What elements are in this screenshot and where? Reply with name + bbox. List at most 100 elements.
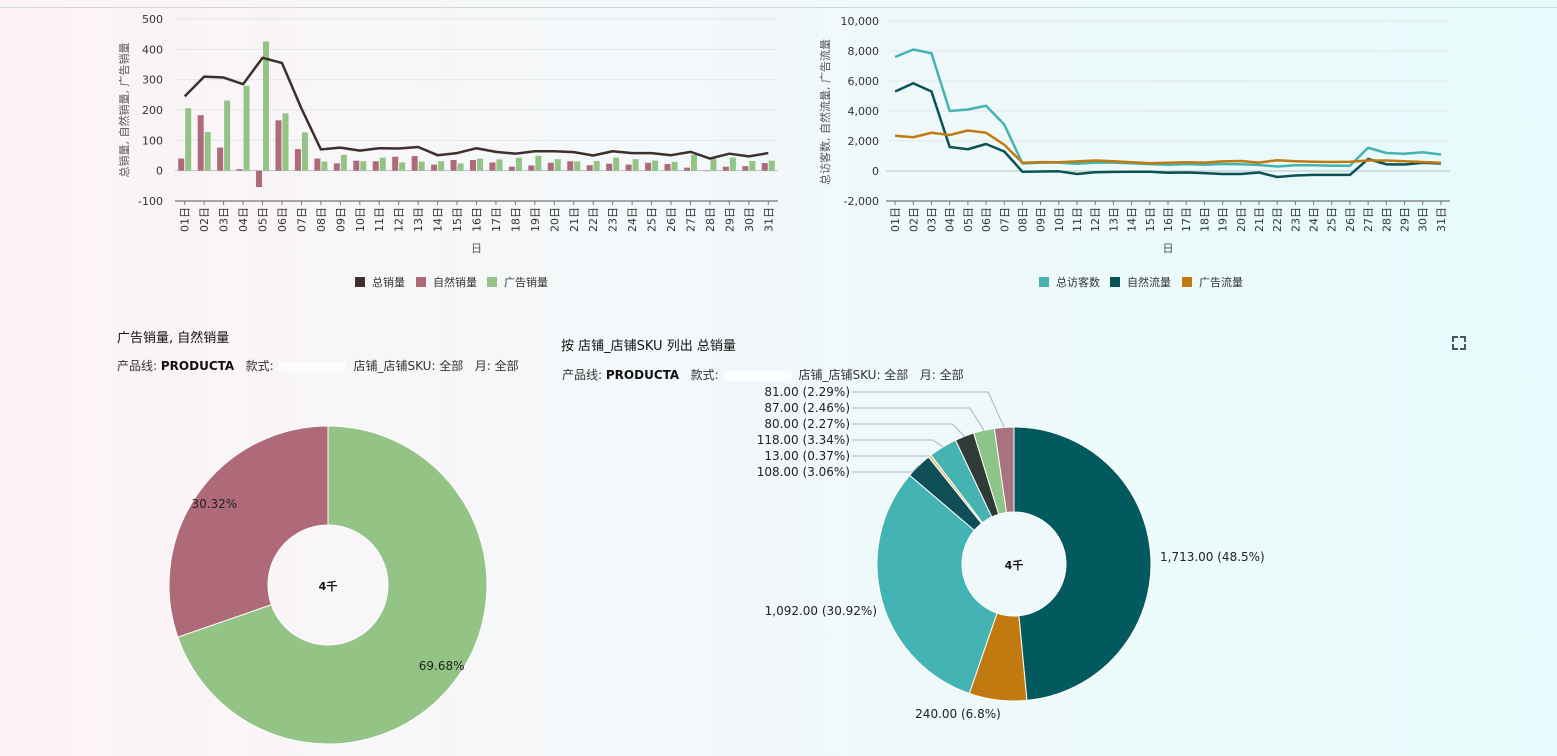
pie2-filters: 产品线: PRODUCTA 款式: 店铺_店铺SKU: 全部 月: 全部 [562, 368, 964, 382]
x-tick-label: 28日 [1380, 207, 1393, 232]
bar-自然销量 [761, 163, 768, 171]
bar-自然销量 [606, 163, 613, 171]
x-tick-label: 27日 [1362, 207, 1375, 232]
legend-label: 总访客数 [1056, 275, 1100, 289]
chart2-legend: 总访客数 自然流量 广告流量 [1039, 275, 1243, 289]
bar-广告销量 [768, 160, 775, 171]
bar-自然销量 [372, 161, 379, 171]
legend-swatch [487, 277, 497, 287]
bar-自然销量 [333, 163, 340, 171]
x-tick-label: 04日 [944, 207, 957, 232]
bar-广告销量 [379, 157, 386, 171]
x-tick-label: 08日 [315, 207, 328, 232]
y-tick-label: 100 [142, 134, 163, 147]
bar-自然销量 [314, 158, 321, 171]
line-自然流量 [894, 82, 1441, 179]
x-tick-label: 22日 [587, 207, 600, 232]
legend-swatch [416, 277, 426, 287]
x-tick-label: 14日 [1126, 207, 1139, 232]
bar-自然销量 [470, 160, 476, 171]
x-tick-label: 14日 [432, 207, 445, 232]
bar-自然销量 [645, 162, 652, 171]
bar-广告销量 [593, 160, 600, 171]
pie2-slice-label: 240.00 (6.8%) [915, 707, 1001, 721]
x-tick-label: 23日 [1289, 207, 1302, 232]
pie1-center-label: 4千 [319, 579, 338, 593]
bar-广告销量 [438, 161, 445, 171]
y-tick-label: 2,000 [848, 135, 880, 148]
x-tick-label: 16日 [1162, 207, 1175, 232]
x-tick-label: 31日 [1435, 207, 1448, 232]
x-tick-label: 26日 [665, 207, 678, 232]
legend-label: 总销量 [372, 275, 405, 289]
bar-广告销量 [515, 157, 522, 171]
bar-广告销量 [729, 157, 736, 171]
x-tick-label: 05日 [257, 207, 270, 232]
bar-自然销量 [411, 156, 418, 171]
bar-自然销量 [431, 164, 438, 171]
pie2-leader-line [852, 439, 944, 448]
bar-广告销量 [301, 132, 308, 171]
bar-广告销量 [204, 132, 211, 171]
x-tick-label: 13日 [412, 207, 425, 232]
bar-广告销量 [671, 161, 678, 171]
x-tick-label: 03日 [218, 207, 231, 232]
x-tick-label: 15日 [1144, 207, 1157, 232]
x-tick-label: 10日 [1053, 207, 1066, 232]
chart2-group: 10,000 8,000 6,000 4,000 2,000 0 -2,000 01日 02日 0… [818, 15, 1450, 289]
bar-自然销量 [567, 161, 574, 171]
line-广告流量 [894, 129, 1441, 165]
legend-label: 广告销量 [504, 275, 548, 289]
pie2-leader-line [852, 465, 919, 473]
bar-自然销量 [178, 158, 185, 171]
x-axis-title: 日 [471, 242, 482, 255]
y-tick-label: 200 [142, 104, 163, 117]
x-tick-label: 25日 [1326, 207, 1339, 232]
x-tick-label: 21日 [568, 207, 581, 232]
y-axis-title: 总销量, 自然销量, 广告销量 [117, 43, 131, 178]
x-tick-label: 06日 [980, 207, 993, 232]
bar-自然销量 [703, 170, 710, 172]
x-tick-label: 12日 [393, 207, 406, 232]
x-tick-label: 23日 [607, 207, 620, 232]
legend-swatch [355, 277, 365, 287]
bar-自然销量 [625, 164, 632, 171]
x-tick-label: 10日 [354, 207, 367, 232]
x-tick-label: 12日 [1089, 207, 1102, 232]
bar-广告销量 [360, 161, 367, 171]
x-tick-label: 18日 [1198, 207, 1211, 232]
pie2-slice-label: 81.00 (2.29%) [764, 385, 850, 399]
bar-广告销量 [535, 155, 542, 171]
pie2-slice-label: 1,092.00 (30.92%) [765, 604, 877, 618]
bar-自然销量 [392, 156, 399, 171]
x-tick-label: 25日 [646, 207, 659, 232]
x-tick-label: 21日 [1253, 207, 1266, 232]
expand-icon[interactable] [1452, 336, 1466, 350]
x-tick-label: 06日 [276, 207, 289, 232]
x-tick-label: 31日 [762, 207, 775, 232]
y-tick-label: 300 [142, 74, 163, 87]
x-tick-label: 05日 [962, 207, 975, 232]
x-tick-label: 09日 [334, 207, 347, 232]
y-tick-label: 8,000 [848, 45, 880, 58]
y-tick-label: 0 [156, 165, 163, 178]
redacted-block [722, 370, 791, 381]
bar-自然销量 [722, 166, 729, 171]
pie2-slice-label: 87.00 (2.46%) [764, 401, 850, 415]
bar-自然销量 [742, 166, 749, 171]
bar-广告销量 [554, 159, 561, 171]
bar-广告销量 [321, 161, 328, 171]
bar-广告销量 [690, 154, 697, 171]
pie2-slice-label: 108.00 (3.06%) [757, 465, 850, 479]
x-tick-label: 20日 [548, 207, 561, 232]
bar-广告销量 [749, 160, 756, 171]
bar-广告销量 [496, 159, 503, 171]
bar-广告销量 [399, 162, 406, 171]
pie2-leader-line [852, 407, 985, 431]
y-tick-label: 4,000 [848, 105, 880, 118]
pie1-slice-label: 30.32% [191, 497, 237, 511]
y-tick-label: 0 [872, 165, 879, 178]
pie1-group: 69.68% 30.32% 4千 [168, 425, 488, 745]
bar-广告销量 [340, 154, 347, 171]
